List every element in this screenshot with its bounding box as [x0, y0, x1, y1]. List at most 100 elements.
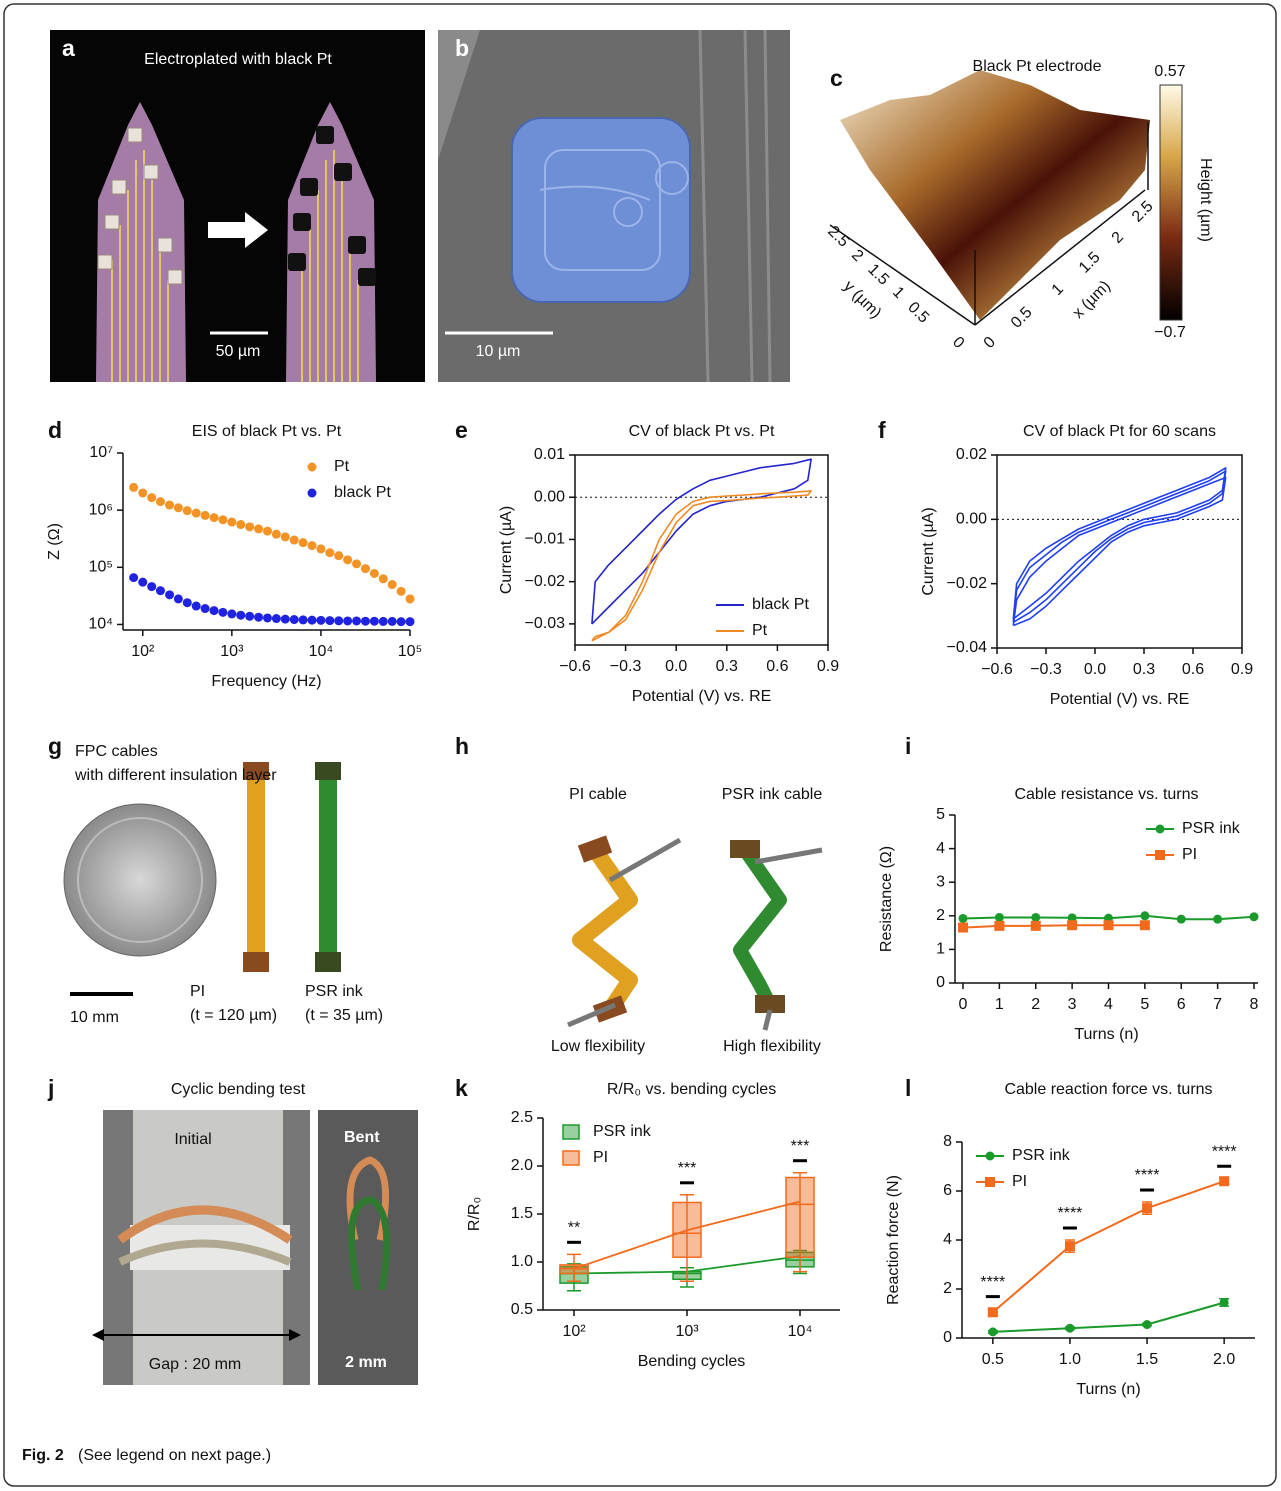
chart: fCV of black Pt for 60 scansPotential (V… — [878, 417, 1253, 708]
point — [325, 548, 334, 557]
significance-label: **** — [1057, 1205, 1082, 1222]
marker — [1065, 1241, 1075, 1251]
axis-tick-label: 2 — [848, 247, 866, 265]
point — [308, 541, 317, 550]
point — [156, 586, 165, 595]
legend-label: PI — [1012, 1173, 1027, 1190]
point — [227, 609, 236, 618]
marker — [1104, 920, 1114, 930]
point — [388, 580, 397, 589]
point — [165, 501, 174, 510]
x-tick-label: 0.3 — [716, 658, 738, 675]
point — [343, 616, 352, 625]
panel-g-image — [64, 762, 341, 994]
point — [183, 506, 192, 515]
axis-tick-label: 0.5 — [1008, 304, 1036, 332]
marker — [1140, 911, 1149, 920]
axis-tick-label: 0 — [949, 334, 967, 352]
line — [1013, 471, 1225, 622]
point — [138, 488, 147, 497]
y-axis-label: R/R₀ — [466, 1197, 483, 1231]
axis-tick-label: 2.5 — [824, 223, 852, 251]
point — [236, 520, 245, 529]
y-tick-label: 0.00 — [534, 488, 565, 505]
image-label: (t = 35 µm) — [305, 1007, 383, 1024]
line — [592, 491, 811, 641]
y-tick-label: 0.02 — [956, 446, 987, 463]
marker — [1065, 1324, 1074, 1333]
x-tick-label: 4 — [1104, 996, 1113, 1013]
legend-label: PI — [593, 1149, 608, 1166]
image-label: Low flexibility — [551, 1038, 645, 1055]
legend-label: PSR ink — [1012, 1147, 1071, 1164]
legend-label: black Pt — [334, 484, 391, 501]
legend-label: black Pt — [752, 596, 809, 613]
x-tick-label: 0.6 — [766, 658, 788, 675]
x-tick-label: 0.3 — [1133, 661, 1155, 678]
point — [290, 615, 299, 624]
point — [379, 574, 388, 583]
x-tick-label: −0.6 — [981, 661, 1013, 678]
x-tick-label: 6 — [1177, 996, 1186, 1013]
point — [263, 613, 272, 622]
x-tick-label: 0.0 — [1084, 661, 1106, 678]
point — [263, 527, 272, 536]
legend-symbol — [986, 1152, 995, 1161]
axis-tick-label: 2 — [1109, 229, 1127, 247]
panel-c-image — [830, 70, 1182, 325]
marker — [1177, 915, 1186, 924]
significance-label: **** — [1212, 1143, 1237, 1160]
x-tick-label: 2.0 — [1213, 1351, 1235, 1368]
chart-title: Cable reaction force vs. turns — [1004, 1081, 1212, 1098]
image-title: with different insulation layer — [74, 767, 277, 784]
point — [147, 493, 156, 502]
marker — [988, 1307, 998, 1317]
image-label: Initial — [174, 1131, 211, 1148]
scale-label: 10 µm — [476, 343, 521, 360]
significance-label: **** — [980, 1274, 1005, 1291]
y-tick-label: 5 — [936, 806, 945, 823]
x-tick-label: 10² — [562, 1323, 586, 1340]
plot-frame — [997, 455, 1242, 648]
point — [254, 524, 263, 533]
x-tick-label: 0.6 — [1182, 661, 1204, 678]
panel-label: i — [905, 733, 911, 759]
legend-label: Pt — [752, 622, 768, 639]
point — [316, 616, 325, 625]
y-tick-label: 4 — [943, 1231, 952, 1248]
x-tick-label: 7 — [1213, 996, 1222, 1013]
marker — [1142, 1203, 1152, 1213]
y-tick-label: 6 — [943, 1182, 952, 1199]
x-axis-label: Bending cycles — [638, 1353, 746, 1370]
axis-tick-label: 1 — [889, 284, 907, 302]
y-tick-label: −0.03 — [525, 615, 566, 632]
image-title: Electroplated with black Pt — [144, 51, 332, 68]
panel-label: a — [62, 35, 75, 61]
line — [993, 1181, 1224, 1312]
panel-label: j — [47, 1075, 54, 1101]
y-tick-label: 0 — [936, 974, 945, 991]
image-label: High flexibility — [723, 1038, 821, 1055]
point — [370, 617, 379, 626]
point — [334, 616, 343, 625]
x-tick-label: 0.0 — [665, 658, 687, 675]
caption-label: Fig. 2 — [22, 1447, 64, 1464]
point — [129, 573, 138, 582]
point — [316, 544, 325, 553]
panel-a-image — [50, 30, 425, 382]
point — [406, 594, 415, 603]
y-tick-label: 2.5 — [511, 1109, 533, 1126]
x-axis-label: Turns (n) — [1074, 1026, 1138, 1043]
point — [192, 509, 201, 518]
image-title: Cyclic bending test — [171, 1081, 306, 1098]
chart: kR/R₀ vs. bending cyclesBending cyclesR/… — [455, 1075, 840, 1370]
axis-tick-label: 0 — [981, 334, 999, 352]
line — [993, 1303, 1224, 1332]
axis-tick-label: 1.5 — [1076, 249, 1104, 277]
box — [786, 1178, 814, 1258]
significance-label: *** — [678, 1160, 697, 1177]
point — [218, 515, 227, 524]
legend-symbol — [985, 1177, 995, 1187]
